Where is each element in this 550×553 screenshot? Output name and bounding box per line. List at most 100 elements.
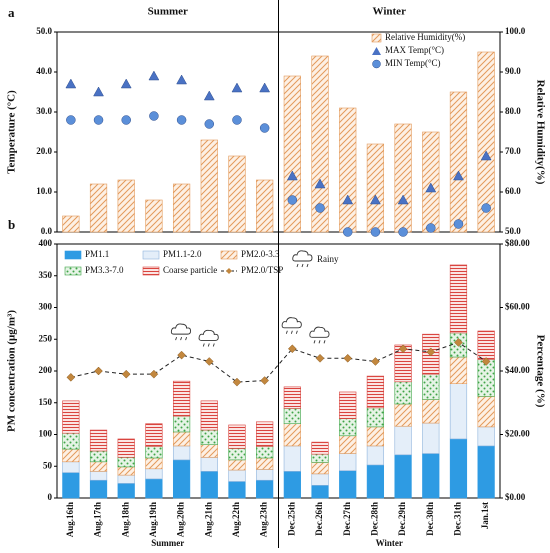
y2-tick-label: 50.0 [505, 226, 521, 236]
bar [394, 123, 412, 233]
bar [339, 418, 357, 437]
bar [172, 183, 191, 233]
legend-swatch [64, 250, 82, 260]
y-tick-label: 0 [48, 492, 53, 502]
y-tick-label: 350 [39, 270, 53, 280]
ratio-marker [454, 338, 463, 347]
ratio-marker [481, 357, 491, 366]
legend-swatch [226, 268, 232, 274]
bar [449, 264, 468, 334]
group-label: Summer [148, 6, 188, 18]
bar [62, 215, 80, 233]
panel-label: b [8, 217, 15, 232]
bar [449, 91, 468, 233]
bar [228, 469, 246, 482]
bar [366, 445, 385, 466]
bar [449, 356, 468, 384]
ratio-marker [315, 353, 325, 363]
bar [172, 431, 191, 447]
rain-icon [281, 317, 302, 334]
bar [422, 422, 440, 454]
bar [117, 457, 135, 468]
bar [339, 391, 357, 419]
ratio-marker [149, 369, 159, 379]
x-tick-label: Aug.21th [203, 502, 213, 537]
bar [283, 408, 301, 425]
bar [172, 380, 191, 417]
max-marker [203, 90, 215, 101]
bar [256, 457, 274, 470]
ratio-marker [232, 377, 242, 387]
bar [477, 51, 495, 233]
bar [228, 459, 246, 471]
rain-icon [170, 323, 192, 341]
ratio-marker [204, 357, 214, 366]
y2-axis-title: Relative Humidity(%) [534, 80, 546, 185]
bar [339, 107, 357, 233]
bar [172, 459, 191, 499]
group-label: Winter [373, 6, 407, 18]
legend-label: Relative Humidity(%) [385, 32, 465, 42]
min-marker [66, 115, 76, 125]
legend-label: PM3.3-7.0 [85, 265, 124, 275]
legend-swatch [372, 47, 381, 55]
bar [145, 468, 163, 480]
max-marker [342, 194, 354, 205]
x-tick-label: Aug.20th [176, 502, 186, 537]
y2-tick-label: $40.00 [505, 365, 530, 375]
y-tick-label: 50 [43, 460, 53, 470]
legend-swatch [64, 266, 82, 276]
bar [256, 179, 274, 233]
y2-axis-title: Percentage (%) [534, 335, 546, 408]
legend-label: PM1.1-2.0 [163, 249, 202, 259]
min-marker [287, 195, 298, 205]
bar [422, 399, 440, 424]
max-marker [286, 170, 298, 181]
y-tick-label: 40.0 [36, 66, 52, 76]
legend-label: PM2.0-3.3 [241, 249, 280, 259]
y-tick-label: 150 [39, 397, 53, 407]
y-tick-label: 400 [39, 238, 53, 248]
bar [311, 473, 329, 486]
bar [339, 435, 357, 454]
max-marker [176, 74, 188, 85]
legend-label: Coarse particle [163, 265, 217, 275]
group-label: Winter [376, 538, 403, 548]
y2-tick-label: $60.00 [505, 302, 530, 312]
bar [117, 466, 135, 476]
x-tick-label: Dec.31th [453, 502, 463, 536]
y-axis-title: Temperature (°C) [6, 90, 18, 174]
bar [422, 453, 440, 499]
x-tick-label: Dec.27th [342, 502, 352, 536]
x-tick-label: Aug.22th [231, 502, 241, 537]
y-tick-label: 50.0 [36, 26, 52, 36]
bar [228, 424, 246, 449]
max-marker [480, 150, 492, 161]
legend-label: MIN Temp(°C) [385, 58, 441, 68]
min-marker [93, 115, 104, 125]
bar [283, 445, 301, 472]
max-marker [148, 70, 160, 81]
bar [117, 483, 135, 499]
bar [256, 479, 274, 499]
min-marker [232, 115, 242, 125]
rain-icon [198, 329, 219, 347]
max-marker [231, 82, 243, 93]
bar [366, 426, 385, 447]
max-marker [314, 178, 326, 189]
legend-rain-icon [292, 250, 313, 268]
x-tick-label: Aug.18th [120, 502, 130, 537]
bar [89, 429, 108, 452]
bar [145, 478, 163, 499]
x-tick-label: Dec.29th [397, 502, 407, 536]
y2-tick-label: 70.0 [505, 146, 521, 156]
bar [172, 445, 191, 461]
y-axis-title: PM concentration (μg/m³) [6, 310, 18, 432]
x-tick-label: Aug.23th [259, 502, 269, 537]
y-tick-label: 10.0 [36, 186, 52, 196]
legend-label: PM2.0/TSP [241, 265, 283, 275]
max-marker [369, 194, 381, 205]
y-tick-label: 100 [39, 429, 53, 439]
bar [117, 474, 135, 484]
